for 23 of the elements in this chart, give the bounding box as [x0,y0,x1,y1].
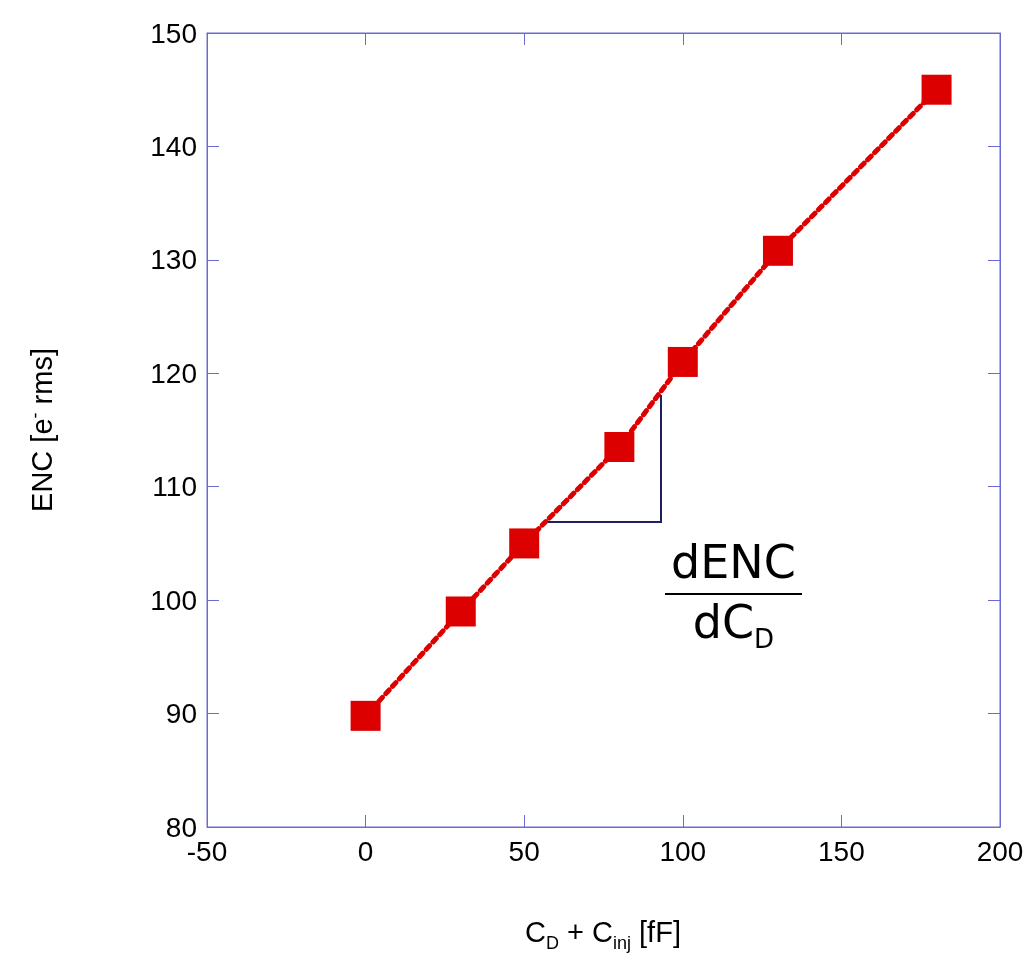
y-tick-label: 140 [150,130,197,162]
point [509,528,540,559]
x-tick-label: 100 [659,835,707,867]
annotation: dC$_{D}$ [691,595,776,655]
point [762,235,793,266]
y-tick-label: 110 [152,471,197,503]
point [667,346,698,377]
point [350,700,381,731]
y-tick-label: 90 [165,698,197,730]
annotation: dENC [665,535,802,595]
x-tick-label: 200 [976,835,1024,867]
y-tick-label: 130 [150,244,197,276]
x-axis-title: C$_{D}$ + C$_{inj}$ [fF] [525,916,681,954]
y-tick-label: 100 [150,584,197,616]
y-tick-label: 80 [165,811,197,843]
point [445,596,476,627]
y-tick-label: 150 [150,17,197,49]
x-tick-label: 0 [357,835,374,867]
point [921,74,952,105]
y-tick-label: 120 [150,357,197,389]
x-tick-label: 150 [818,835,865,867]
x-tick-label: 50 [508,835,540,867]
point [604,432,635,463]
